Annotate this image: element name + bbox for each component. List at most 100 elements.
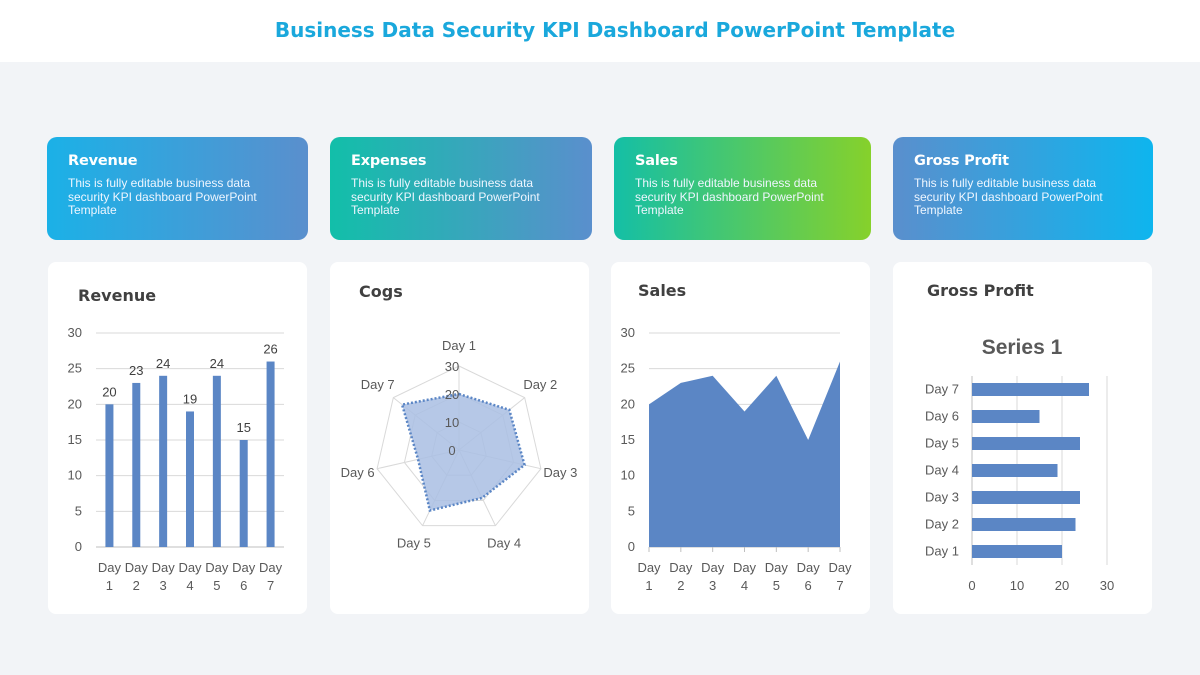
x-tick-label: Day: [669, 560, 693, 575]
bar: [972, 464, 1058, 477]
bar: [132, 382, 141, 547]
bar: [972, 410, 1040, 423]
bar: [239, 440, 248, 547]
panel-title: Cogs: [359, 282, 403, 301]
y-tick-label: 25: [68, 361, 82, 376]
data-label: 26: [263, 342, 277, 357]
y-tick-label: 15: [68, 432, 82, 447]
x-tick-label: Day: [98, 560, 122, 575]
bar: [105, 404, 114, 547]
x-tick-label: Day: [152, 560, 176, 575]
bar: [186, 411, 194, 547]
x-tick-label: Day: [828, 560, 852, 575]
data-label: 24: [156, 356, 170, 371]
category-label: Day 4: [487, 536, 521, 551]
y-tick-label: 5: [628, 503, 635, 518]
x-tick-label: Day: [205, 560, 229, 575]
bar: [159, 375, 168, 547]
data-label: 24: [210, 356, 224, 371]
category-label: Day 6: [341, 465, 375, 480]
x-tick-label: Day: [637, 560, 661, 575]
revenue-panel: Revenue 0 5 10 15 20 25 30 20 Day 1 23 Day 2 24 Day 3 19…: [48, 262, 307, 614]
x-tick-label: 20: [1055, 578, 1069, 593]
r-tick-label: 0: [448, 443, 455, 458]
title-bar: Business Data Security KPI Dashboard Pow…: [0, 0, 1200, 62]
y-tick-label: Day 4: [925, 463, 959, 478]
y-tick-label: 10: [621, 468, 635, 483]
y-tick-label: Day 5: [925, 436, 959, 451]
x-tick-label: 7: [836, 578, 843, 593]
r-tick-label: 20: [445, 387, 459, 402]
y-tick-label: 30: [68, 325, 82, 340]
panel-title: Gross Profit: [927, 281, 1034, 300]
x-tick-label: 1: [106, 578, 113, 593]
gross-profit-hbar-chart: Series 1 0 10 20 30 Day 1 Day 2 Day 3 Day 4 Day 5…: [925, 336, 1114, 593]
kpi-title: Expenses: [351, 153, 427, 169]
kpi-description: This is fully editable business data sec…: [635, 176, 824, 218]
x-tick-label: 2: [677, 578, 684, 593]
chart-title: Series 1: [982, 336, 1063, 359]
radar-series: [400, 392, 526, 513]
y-tick-label: Day 3: [925, 490, 959, 505]
sales-area-chart: 0 5 10 15 20 25 30 Day 1 Day 2 Day 3 Day 4 Day 5 Day 6 Day 7: [621, 325, 853, 593]
y-tick-label: Day 1: [925, 544, 959, 559]
kpi-description: This is fully editable business data sec…: [68, 176, 257, 218]
kpi-card-gross-profit: Gross Profit This is fully editable busi…: [893, 137, 1153, 240]
x-tick-label: 30: [1100, 578, 1114, 593]
y-tick-label: 10: [68, 468, 82, 483]
revenue-bar-chart: 0 5 10 15 20 25 30 20 Day 1 23 Day 2 24 Day 3 19 Day 4 24 Da…: [68, 325, 284, 593]
page-title: Business Data Security KPI Dashboard Pow…: [274, 18, 956, 42]
y-tick-label: 15: [621, 432, 635, 447]
y-tick-label: 5: [75, 503, 82, 518]
x-tick-label: Day: [259, 560, 283, 575]
bar: [972, 545, 1062, 558]
x-tick-label: 10: [1010, 578, 1024, 593]
x-tick-label: 4: [186, 578, 193, 593]
x-tick-label: 1: [645, 578, 652, 593]
bar: [972, 383, 1089, 396]
x-tick-label: 4: [741, 578, 748, 593]
kpi-title: Revenue: [68, 153, 138, 169]
x-tick-label: 0: [968, 578, 975, 593]
kpi-description: This is fully editable business data sec…: [914, 176, 1103, 218]
category-label: Day 5: [397, 536, 431, 551]
x-tick-label: Day: [125, 560, 149, 575]
y-tick-label: Day 6: [925, 409, 959, 424]
bar: [972, 518, 1076, 531]
kpi-card-revenue: Revenue This is fully editable business …: [47, 137, 308, 240]
bar: [972, 437, 1080, 450]
cogs-panel: Cogs 0 10 20 30 Day 1 Day 2 Day 3 Day 4 Day 5 Day…: [330, 262, 589, 614]
kpi-title: Gross Profit: [914, 153, 1009, 169]
gross-profit-panel: Gross Profit Series 1 0 10 20 30 Day 1 Day 2 Da…: [893, 262, 1152, 614]
y-tick-label: 0: [75, 539, 82, 554]
x-tick-label: 6: [805, 578, 812, 593]
y-tick-label: Day 2: [925, 517, 959, 532]
y-tick-label: 30: [621, 325, 635, 340]
r-tick-label: 30: [445, 359, 459, 374]
x-tick-label: Day: [797, 560, 821, 575]
y-tick-label: 25: [621, 361, 635, 376]
x-tick-label: 3: [160, 578, 167, 593]
sales-panel: Sales 0 5 10 15 20 25 30 Day 1 Day 2 Day 3 Day 4 Day 5 Da…: [611, 262, 870, 614]
x-tick-label: 7: [267, 578, 274, 593]
x-tick-label: Day: [733, 560, 757, 575]
kpi-card-sales: Sales This is fully editable business da…: [614, 137, 871, 240]
kpi-card-expenses: Expenses This is fully editable business…: [330, 137, 592, 240]
x-tick-label: Day: [232, 560, 256, 575]
radar-gridring: [376, 365, 542, 527]
area-series: [649, 361, 840, 547]
r-tick-label: 10: [445, 415, 459, 430]
kpi-description: This is fully editable business data sec…: [351, 176, 540, 218]
bar: [972, 491, 1080, 504]
x-tick-label: 3: [709, 578, 716, 593]
y-tick-label: 0: [628, 539, 635, 554]
kpi-title: Sales: [635, 153, 678, 169]
x-tick-label: 5: [213, 578, 220, 593]
data-label: 23: [129, 363, 143, 378]
x-tick-label: 5: [773, 578, 780, 593]
category-label: Day 7: [361, 377, 395, 392]
data-label: 15: [236, 420, 250, 435]
y-tick-label: Day 7: [925, 382, 959, 397]
x-tick-label: 6: [240, 578, 247, 593]
data-label: 20: [102, 384, 116, 399]
